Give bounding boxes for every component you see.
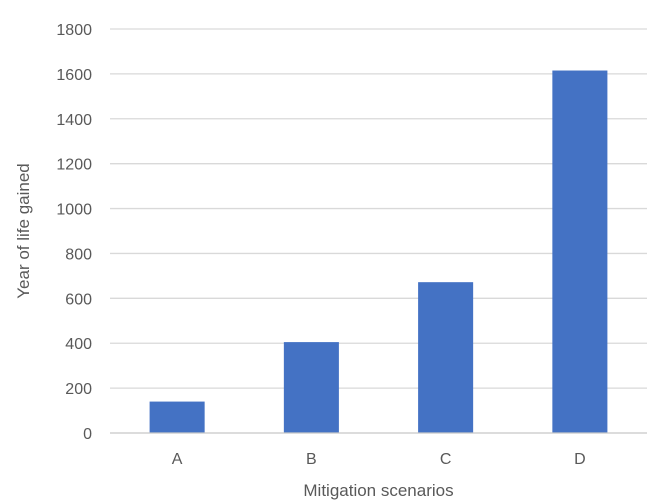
bar-B [283, 342, 339, 433]
y-tick-label: 1800 [56, 22, 92, 39]
x-tick-label: C [440, 451, 452, 468]
y-tick-label: 800 [65, 246, 92, 263]
gridlines [110, 28, 647, 389]
y-tick-label: 0 [83, 426, 92, 443]
x-tick-labels: A B C D [172, 451, 586, 468]
bar-C [418, 282, 474, 433]
y-tick-label: 600 [65, 291, 92, 308]
bars [149, 70, 608, 434]
y-tick-labels: 0 200 400 600 800 1000 1200 1400 1600 1800 [56, 22, 92, 443]
x-tick-label: B [306, 451, 317, 468]
bar-A [149, 401, 205, 433]
x-tick-label: D [574, 451, 586, 468]
y-tick-label: 1000 [56, 202, 92, 219]
y-tick-label: 400 [65, 336, 92, 353]
y-tick-label: 1400 [56, 112, 92, 129]
y-tick-label: 1600 [56, 67, 92, 84]
x-tick-label: A [172, 451, 183, 468]
y-tick-label: 1200 [56, 157, 92, 174]
y-tick-label: 200 [65, 381, 92, 398]
x-axis-title: Mitigation scenarios [303, 481, 453, 500]
y-axis-title: Year of life gained [14, 163, 33, 298]
bar-D [552, 70, 608, 434]
